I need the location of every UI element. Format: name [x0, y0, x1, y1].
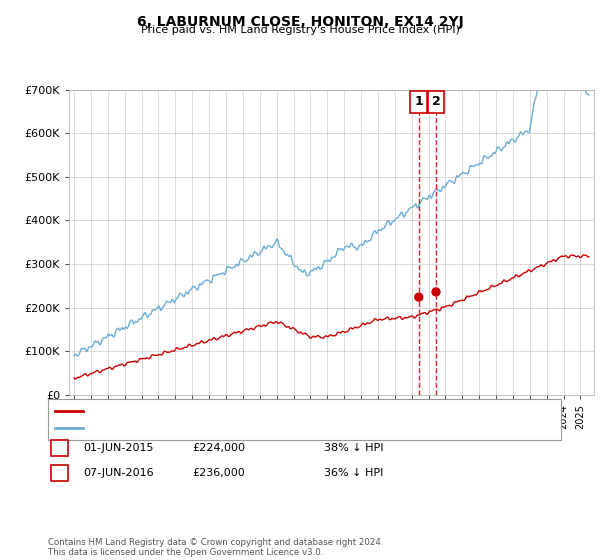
Text: 38% ↓ HPI: 38% ↓ HPI — [324, 443, 383, 453]
Text: £224,000: £224,000 — [192, 443, 245, 453]
Text: 01-JUN-2015: 01-JUN-2015 — [83, 443, 154, 453]
Point — [431, 287, 441, 296]
Text: Contains HM Land Registry data © Crown copyright and database right 2024.
This d: Contains HM Land Registry data © Crown c… — [48, 538, 383, 557]
Text: 6, LABURNUM CLOSE, HONITON, EX14 2YJ: 6, LABURNUM CLOSE, HONITON, EX14 2YJ — [137, 15, 463, 29]
Text: 2: 2 — [431, 95, 440, 109]
Text: 6, LABURNUM CLOSE, HONITON, EX14 2YJ (detached house): 6, LABURNUM CLOSE, HONITON, EX14 2YJ (de… — [89, 405, 401, 416]
Text: HPI: Average price, detached house, East Devon: HPI: Average price, detached house, East… — [89, 423, 341, 433]
Text: 2: 2 — [56, 468, 63, 478]
Text: 36% ↓ HPI: 36% ↓ HPI — [324, 468, 383, 478]
Text: Price paid vs. HM Land Registry's House Price Index (HPI): Price paid vs. HM Land Registry's House … — [140, 25, 460, 35]
Text: 1: 1 — [415, 95, 423, 109]
Point — [414, 293, 424, 302]
Text: 1: 1 — [56, 443, 63, 453]
Text: 07-JUN-2016: 07-JUN-2016 — [83, 468, 154, 478]
Text: £236,000: £236,000 — [192, 468, 245, 478]
